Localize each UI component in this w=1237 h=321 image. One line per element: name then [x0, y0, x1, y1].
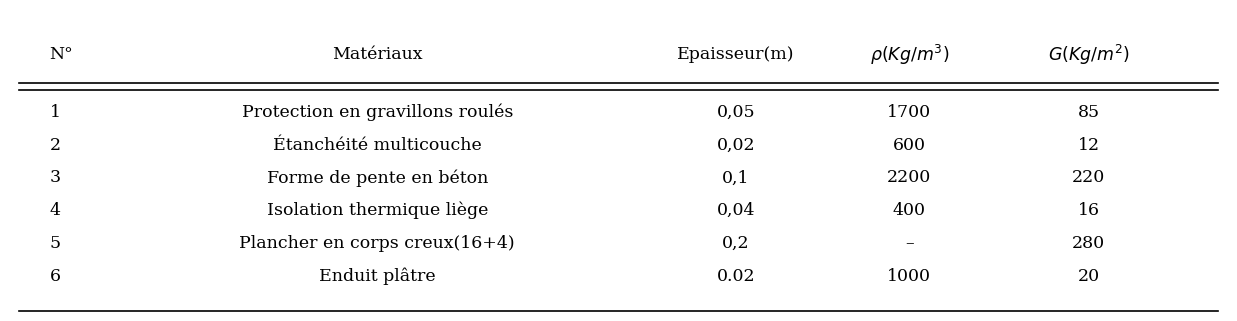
- Text: Enduit plâtre: Enduit plâtre: [319, 267, 435, 285]
- Text: 1700: 1700: [887, 104, 931, 121]
- Text: 0,02: 0,02: [716, 137, 756, 153]
- Text: 2: 2: [49, 137, 61, 153]
- Text: Isolation thermique liège: Isolation thermique liège: [267, 202, 487, 219]
- Text: 0,1: 0,1: [722, 169, 750, 186]
- Text: $\rho(Kg/m^3)$: $\rho(Kg/m^3)$: [870, 42, 949, 67]
- Text: Protection en gravillons roulés: Protection en gravillons roulés: [241, 104, 513, 121]
- Text: Matériaux: Matériaux: [332, 46, 423, 63]
- Text: 12: 12: [1077, 137, 1100, 153]
- Text: 400: 400: [893, 202, 925, 219]
- Text: 0,04: 0,04: [716, 202, 756, 219]
- Text: Plancher en corps creux(16+4): Plancher en corps creux(16+4): [240, 235, 515, 252]
- Text: 1: 1: [49, 104, 61, 121]
- Text: 0,05: 0,05: [716, 104, 756, 121]
- Text: 1000: 1000: [887, 268, 931, 284]
- Text: 5: 5: [49, 235, 61, 252]
- Text: Étanchéité multicouche: Étanchéité multicouche: [273, 137, 481, 153]
- Text: 16: 16: [1077, 202, 1100, 219]
- Text: 0.02: 0.02: [716, 268, 756, 284]
- Text: N°: N°: [49, 46, 73, 63]
- Text: 280: 280: [1072, 235, 1105, 252]
- Text: Epaisseur(m): Epaisseur(m): [678, 46, 794, 63]
- Text: 85: 85: [1077, 104, 1100, 121]
- Text: 3: 3: [49, 169, 61, 186]
- Text: 6: 6: [49, 268, 61, 284]
- Text: 600: 600: [893, 137, 925, 153]
- Text: Forme de pente en béton: Forme de pente en béton: [267, 169, 487, 187]
- Text: 0,2: 0,2: [722, 235, 750, 252]
- Text: $G(Kg/m^2)$: $G(Kg/m^2)$: [1048, 42, 1129, 67]
- Text: 2200: 2200: [887, 169, 931, 186]
- Text: 220: 220: [1072, 169, 1105, 186]
- Text: 4: 4: [49, 202, 61, 219]
- Text: 20: 20: [1077, 268, 1100, 284]
- Text: –: –: [905, 235, 913, 252]
